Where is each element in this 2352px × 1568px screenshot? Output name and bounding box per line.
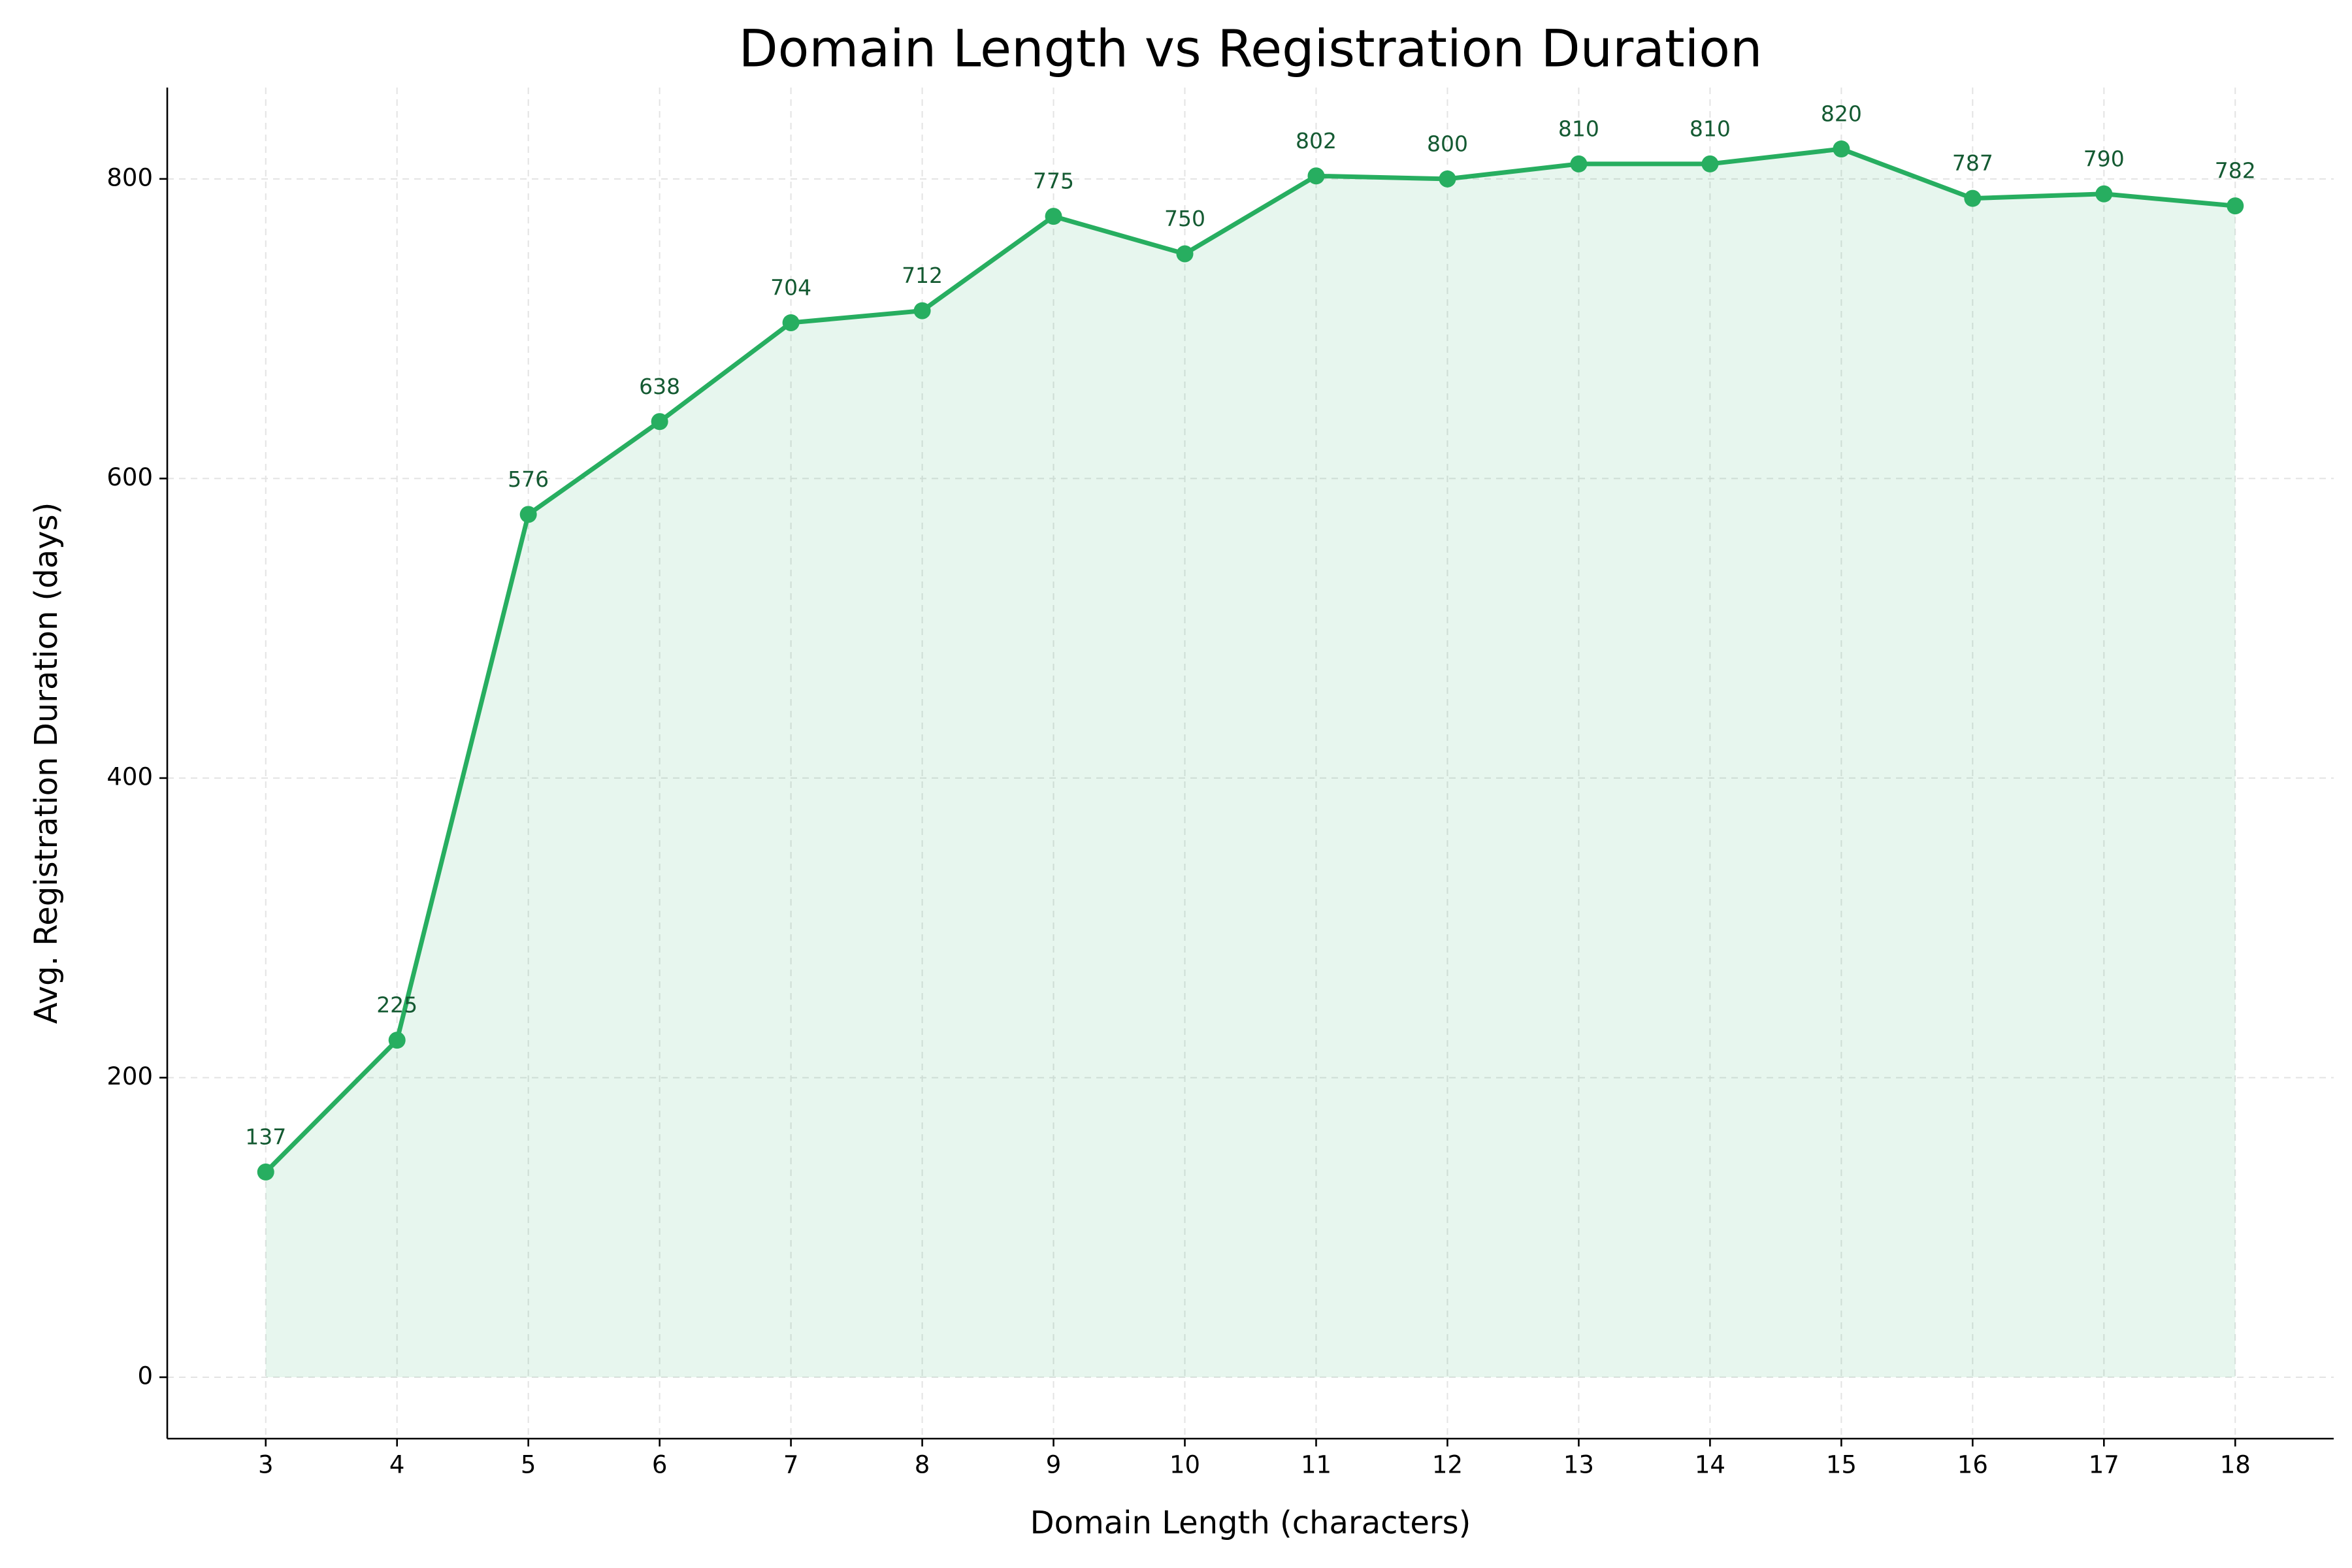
data-label: 800: [1427, 131, 1468, 156]
data-label: 137: [245, 1124, 286, 1149]
x-tick-label: 3: [258, 1451, 274, 1479]
data-label: 750: [1164, 206, 1205, 231]
data-label: 782: [2215, 158, 2256, 184]
marker: [1964, 189, 1982, 207]
marker: [1701, 155, 1719, 172]
marker: [1439, 170, 1456, 188]
x-tick-label: 7: [783, 1451, 799, 1479]
x-tick-label: 15: [1826, 1451, 1857, 1479]
data-label: 775: [1033, 169, 1074, 194]
data-label: 638: [639, 374, 680, 399]
marker: [651, 413, 668, 431]
x-tick-label: 12: [1432, 1451, 1463, 1479]
data-label: 790: [2083, 146, 2125, 171]
data-label: 704: [770, 274, 811, 300]
y-tick-label: 200: [106, 1062, 153, 1090]
x-tick-label: 6: [652, 1451, 668, 1479]
marker: [2227, 197, 2244, 215]
data-label: 576: [508, 466, 549, 492]
y-tick-label: 0: [137, 1362, 153, 1390]
marker: [1045, 208, 1062, 225]
data-label: 810: [1690, 116, 1731, 141]
data-label: 225: [376, 992, 417, 1018]
y-tick-label: 600: [106, 463, 153, 491]
x-axis-label: Domain Length (characters): [1030, 1505, 1471, 1541]
data-label: 787: [1952, 150, 1993, 176]
marker: [1176, 245, 1194, 263]
marker: [257, 1163, 274, 1181]
marker: [519, 506, 537, 523]
y-axis-label: Avg. Registration Duration (days): [28, 502, 65, 1024]
area-fill: [265, 149, 2236, 1377]
line: [264, 146, 2236, 1174]
marker: [1307, 167, 1325, 185]
data-label: 810: [1558, 116, 1599, 141]
x-tick-label: 17: [2089, 1451, 2119, 1479]
marker: [388, 1032, 406, 1049]
x-tick-label: 10: [1169, 1451, 1200, 1479]
x-tick-label: 11: [1301, 1451, 1331, 1479]
data-label: 820: [1821, 101, 1862, 127]
x-tick-label: 4: [389, 1451, 405, 1479]
x-tick-label: 13: [1563, 1451, 1594, 1479]
x-tick-label: 8: [915, 1451, 930, 1479]
x-tick-label: 5: [521, 1451, 536, 1479]
x-tick-label: 18: [2220, 1451, 2251, 1479]
x-tick-label: 9: [1046, 1451, 1062, 1479]
x-tick-label: 16: [1957, 1451, 1988, 1479]
x-tick-label: 14: [1695, 1451, 1725, 1479]
data-label: 802: [1296, 128, 1337, 154]
y-tick-label: 400: [106, 762, 153, 791]
marker: [913, 302, 931, 319]
marker: [2095, 185, 2113, 203]
y-tick-label: 800: [106, 163, 153, 191]
marker: [1833, 140, 1850, 157]
chart-title: Domain Length vs Registration Duration: [739, 20, 1763, 78]
marker: [782, 314, 800, 331]
data-label: 712: [902, 263, 943, 288]
marker: [1570, 155, 1588, 172]
